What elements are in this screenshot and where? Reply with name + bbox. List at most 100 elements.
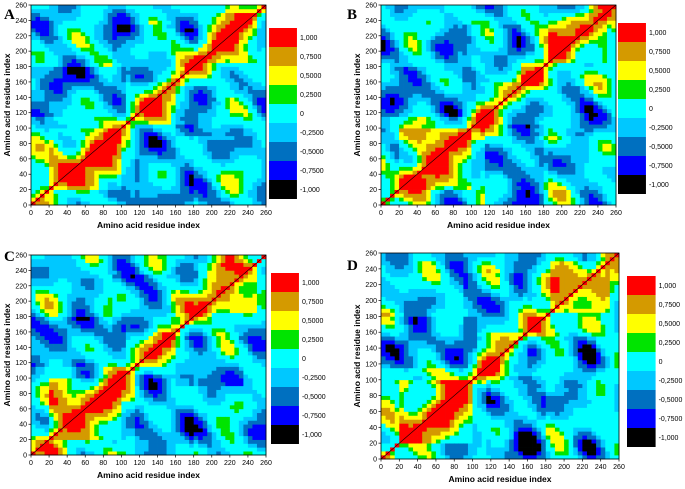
heatmap-cell [475,16,481,21]
heatmap-cell [385,5,391,10]
heatmap-cell [35,85,41,90]
heatmap-cell [229,93,235,98]
heatmap-cell [180,62,185,67]
heatmap-cell [80,16,86,21]
heatmap-cell [394,74,400,79]
heatmap-cell [403,39,409,44]
heatmap-cell [552,85,558,90]
heatmap-cell [561,147,567,152]
heatmap-cell [493,74,499,79]
heatmap-cell [525,147,531,152]
heatmap-cell [381,70,386,75]
heatmap-cell [412,51,418,56]
heatmap-cell [98,62,104,67]
heatmap-cell [399,31,404,37]
heatmap-cell [403,20,409,25]
heatmap-cell [53,189,59,194]
heatmap-cell [480,108,486,114]
heatmap-cell [225,124,231,129]
heatmap-cell [566,139,572,144]
heatmap-cell [543,151,549,156]
heatmap-cell [35,81,41,87]
heatmap-cell [139,35,145,40]
heatmap-cell [408,135,413,140]
heatmap-cell [76,151,82,156]
heatmap-cell [507,31,513,37]
heatmap-cell [394,116,400,121]
heatmap-cell [166,128,172,133]
heatmap-cell [521,116,526,121]
heatmap-cell [98,97,104,102]
heatmap-cell [67,58,73,64]
heatmap-cell [58,131,63,137]
heatmap-cell [198,89,204,94]
heatmap-cell [35,35,41,40]
heatmap-cell [430,58,436,64]
heatmap-cell [134,174,140,179]
heatmap-cell [498,66,504,71]
heatmap-cell [202,47,208,52]
heatmap-cell [180,197,185,202]
heatmap-cell [211,62,217,67]
panel-label: A [4,7,15,23]
heatmap-cell [67,189,73,194]
heatmap-cell [49,108,54,114]
heatmap-cell [399,120,404,125]
heatmap-cell [220,116,226,121]
heatmap-cell [243,12,249,17]
heatmap-cell [498,139,504,144]
heatmap-cell [489,58,495,64]
heatmap-cell [35,16,41,21]
heatmap-cell [62,193,68,198]
heatmap-cell [35,47,41,52]
heatmap-cell [256,166,262,171]
heatmap-cell [435,108,441,114]
heatmap-cell [516,189,522,194]
heatmap-cell [62,39,68,44]
heatmap-cell [143,128,149,133]
heatmap-cell [471,89,477,94]
heatmap-cell [238,189,244,194]
heatmap-cell [107,101,113,106]
heatmap-cell [134,151,140,156]
heatmap-cell [385,147,391,152]
heatmap-cell [76,197,82,202]
heatmap-cell [525,28,531,33]
heatmap-cell [247,128,253,133]
heatmap-cell [153,108,158,114]
heatmap-cell [543,143,549,148]
heatmap-cell [435,93,441,98]
heatmap-cell [134,189,140,194]
heatmap-cell [484,201,490,206]
heatmap-cell [166,20,172,25]
heatmap-cell [80,193,86,198]
heatmap-cell [462,16,468,21]
heatmap-cell [125,58,131,64]
heatmap-cell [557,81,563,87]
heatmap-cell [220,51,226,56]
heatmap-cell [448,201,454,206]
heatmap-cell [548,143,554,148]
heatmap-cell [493,5,499,10]
heatmap-cell [157,51,163,56]
heatmap-cell [439,66,445,71]
heatmap-cell [139,143,145,148]
heatmap-cell [421,70,427,75]
heatmap-cell [385,124,391,129]
heatmap-cell [471,5,477,10]
heatmap-cell [130,12,136,17]
heatmap-cell [426,131,432,137]
heatmap-cell [193,74,199,79]
heatmap-cell [548,89,554,94]
heatmap-cell [471,55,477,60]
heatmap-cell [521,197,526,202]
heatmap-cell [216,162,222,167]
heatmap-cell [234,39,240,44]
heatmap-cell [261,39,267,44]
heatmap-cell [157,158,163,164]
heatmap-cell [175,185,181,190]
heatmap-cell [426,31,432,37]
heatmap-cell [430,85,436,90]
heatmap-cell [238,101,244,106]
heatmap-cell [216,70,222,75]
